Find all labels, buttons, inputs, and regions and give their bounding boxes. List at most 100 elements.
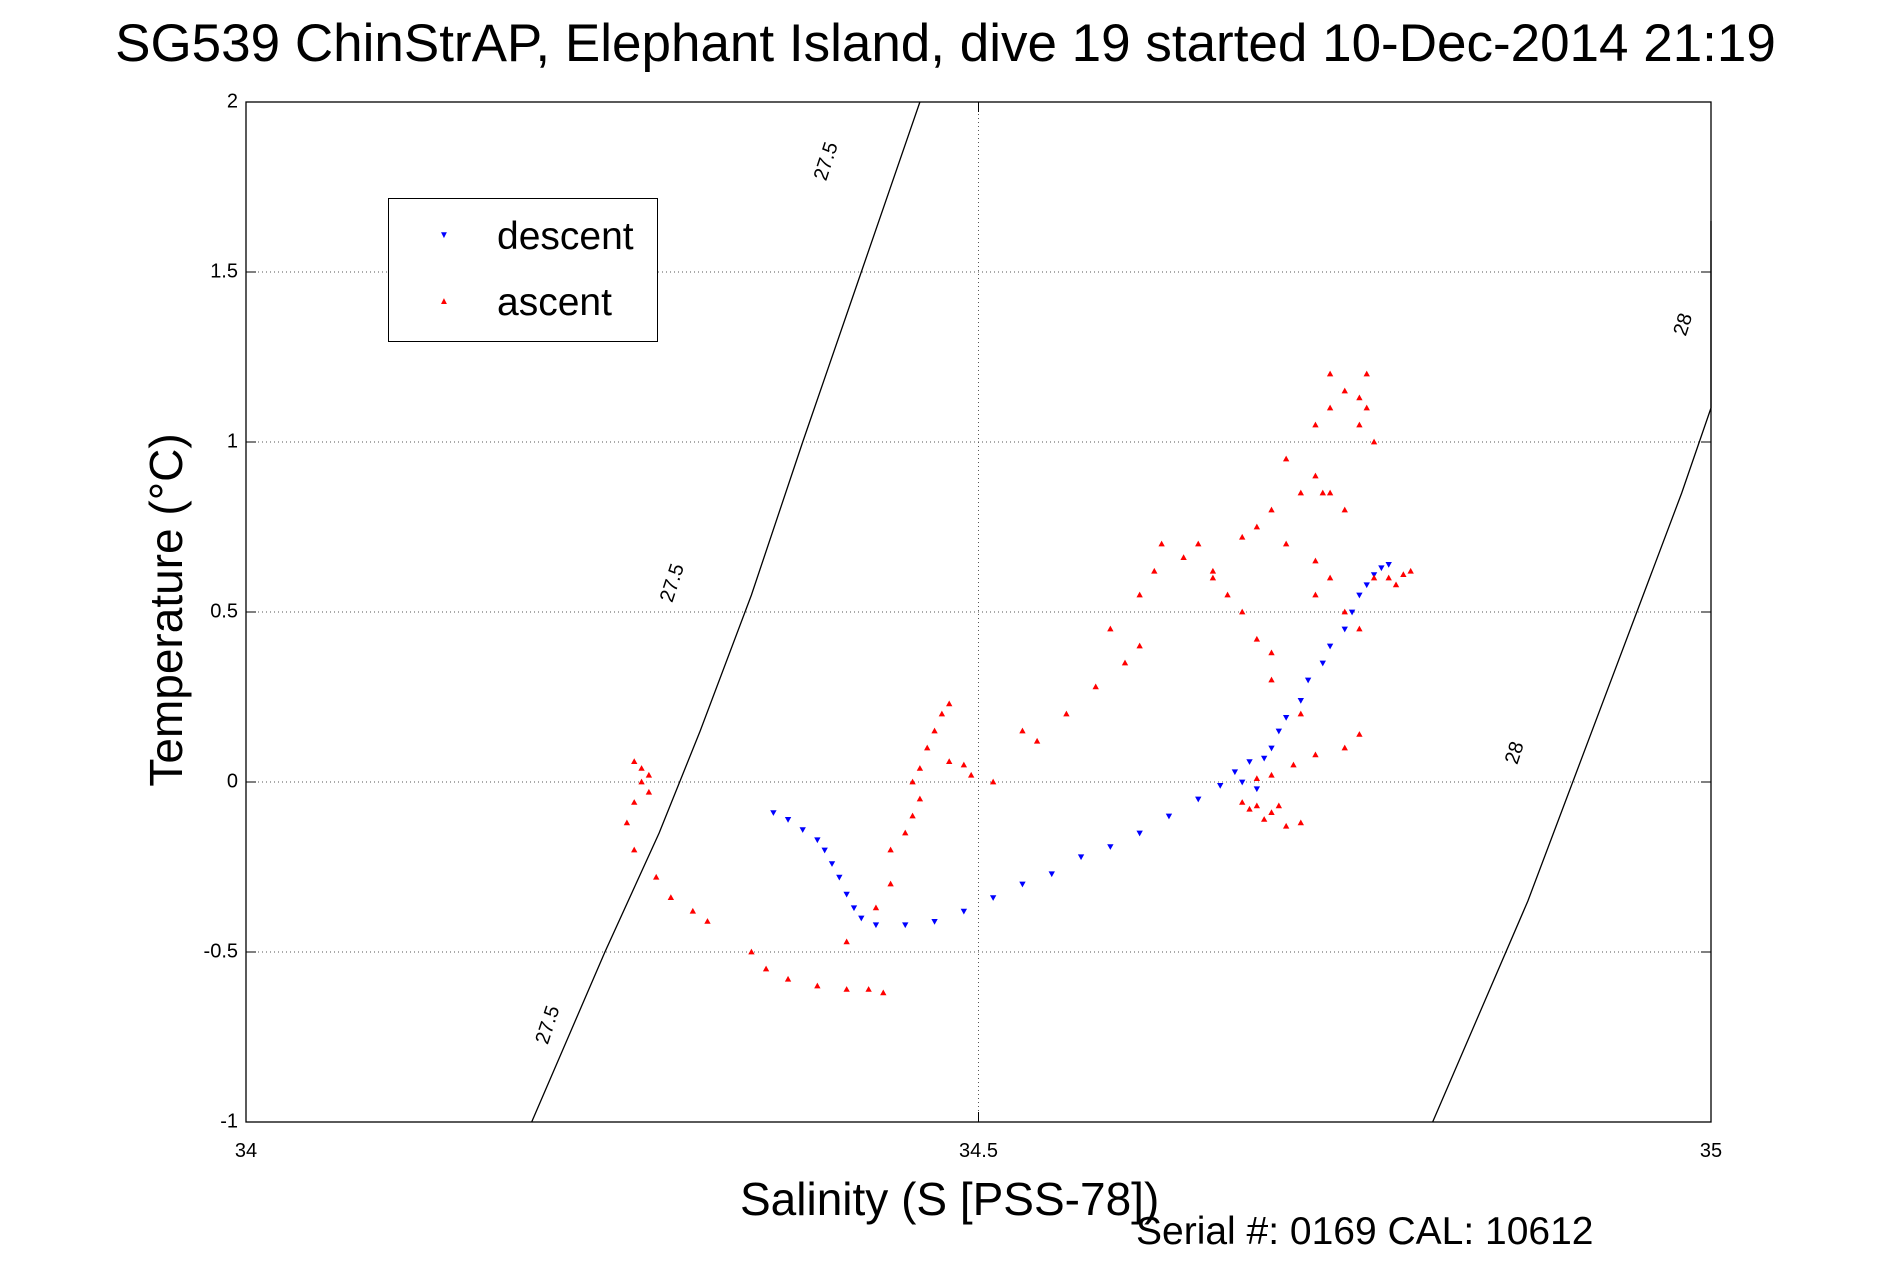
data-point-ascent — [1239, 608, 1246, 615]
data-point-descent — [1378, 565, 1385, 572]
data-point-descent — [1275, 728, 1282, 735]
data-point-descent — [872, 922, 880, 929]
data-point-ascent — [1370, 438, 1378, 445]
data-point-ascent — [1268, 809, 1275, 815]
data-point-ascent — [967, 771, 975, 778]
data-point-ascent — [1136, 642, 1143, 649]
data-point-ascent — [1275, 802, 1282, 809]
data-point-descent — [1356, 592, 1363, 599]
data-point-ascent — [1195, 540, 1202, 547]
data-point-descent — [1261, 755, 1268, 762]
y-tick-label: 2 — [226, 90, 238, 113]
y-tick-label: 0 — [226, 770, 238, 793]
data-point-ascent — [1209, 567, 1217, 574]
data-point-descent — [1326, 643, 1334, 650]
data-point-ascent — [1158, 540, 1165, 547]
data-point-ascent — [989, 778, 997, 785]
data-point-ascent — [638, 765, 645, 771]
data-point-descent — [770, 810, 777, 816]
data-point-ascent — [1356, 394, 1363, 401]
data-point-descent — [858, 915, 865, 922]
data-point-ascent — [1121, 659, 1129, 666]
data-point-ascent — [704, 918, 711, 924]
data-point-descent — [1319, 660, 1326, 667]
data-point-ascent — [1341, 506, 1348, 513]
isopycnal-label: 27.5 — [656, 561, 689, 605]
data-point-ascent — [931, 727, 938, 734]
data-point-descent — [1239, 779, 1246, 786]
data-point-descent — [1385, 562, 1392, 568]
data-point-ascent — [1209, 574, 1217, 581]
data-point-ascent — [1385, 574, 1392, 581]
data-point-ascent — [1063, 710, 1070, 717]
data-point-ascent — [1312, 751, 1319, 758]
data-point-ascent — [638, 778, 645, 785]
isopycnal-label: 28 — [1501, 739, 1529, 767]
data-point-ascent — [938, 710, 946, 717]
data-point-ascent — [1297, 710, 1304, 717]
data-point-ascent — [843, 986, 850, 992]
x-tick-label: 34 — [234, 1140, 258, 1162]
data-point-descent — [784, 817, 792, 823]
data-point-descent — [1363, 582, 1370, 589]
data-point-ascent — [1033, 737, 1041, 744]
data-point-ascent — [1356, 625, 1363, 632]
data-point-ascent — [1261, 816, 1268, 822]
x-tick-label: 34.5 — [959, 1140, 998, 1162]
data-point-ascent — [653, 873, 660, 880]
data-point-ascent — [1136, 591, 1143, 598]
data-point-descent — [836, 874, 843, 881]
legend: ▼ descent ▲ ascent — [388, 198, 658, 342]
data-point-descent — [989, 895, 997, 901]
data-point-ascent — [902, 829, 909, 836]
data-point-ascent — [1326, 370, 1334, 377]
data-point-descent — [1107, 844, 1114, 850]
data-point-descent — [1304, 677, 1312, 684]
data-point-ascent — [1239, 799, 1246, 805]
legend-item-descent: ▼ descent — [389, 209, 657, 269]
data-point-descent — [1019, 881, 1026, 888]
data-point-ascent — [1341, 608, 1348, 615]
isopycnal-label: 28 — [1669, 311, 1697, 339]
data-point-ascent — [1253, 523, 1261, 530]
data-point-ascent — [1151, 567, 1158, 574]
chart-title: SG539 ChinStrAP, Elephant Island, dive 1… — [115, 14, 1776, 73]
data-point-ascent — [1319, 489, 1326, 496]
data-point-ascent — [1341, 744, 1348, 751]
y-tick-label: 1.5 — [210, 260, 238, 283]
data-point-ascent — [1363, 404, 1370, 411]
data-point-ascent — [762, 965, 770, 972]
data-point-ascent — [1312, 557, 1319, 564]
data-point-descent — [828, 861, 836, 867]
data-point-descent — [1282, 715, 1290, 721]
data-point-ascent — [909, 812, 916, 819]
data-point-ascent — [631, 846, 638, 853]
data-point-ascent — [1312, 591, 1319, 598]
data-point-ascent — [843, 938, 850, 945]
legend-item-ascent: ▲ ascent — [389, 275, 657, 335]
data-point-descent — [1297, 698, 1304, 704]
data-point-ascent — [1407, 567, 1414, 574]
data-point-ascent — [645, 771, 653, 778]
data-point-ascent — [689, 907, 697, 914]
data-point-ascent — [916, 795, 924, 802]
data-point-ascent — [1239, 533, 1246, 540]
data-point-descent — [799, 827, 806, 833]
data-point-ascent — [924, 744, 931, 751]
data-point-descent — [1253, 786, 1261, 793]
data-point-ascent — [1326, 404, 1334, 411]
data-point-descent — [902, 922, 909, 929]
legend-marker-descent: ▼ — [439, 230, 449, 241]
data-point-ascent — [623, 819, 631, 826]
data-point-ascent — [1356, 421, 1363, 428]
data-point-ascent — [1268, 771, 1275, 778]
data-point-ascent — [1268, 506, 1275, 513]
data-point-ascent — [1282, 822, 1290, 829]
data-point-descent — [1246, 759, 1253, 765]
data-point-ascent — [1326, 489, 1334, 496]
legend-marker-ascent: ▲ — [439, 296, 449, 307]
data-point-ascent — [1107, 625, 1114, 632]
y-tick-label: -0.5 — [203, 940, 238, 963]
data-point-ascent — [916, 765, 924, 771]
